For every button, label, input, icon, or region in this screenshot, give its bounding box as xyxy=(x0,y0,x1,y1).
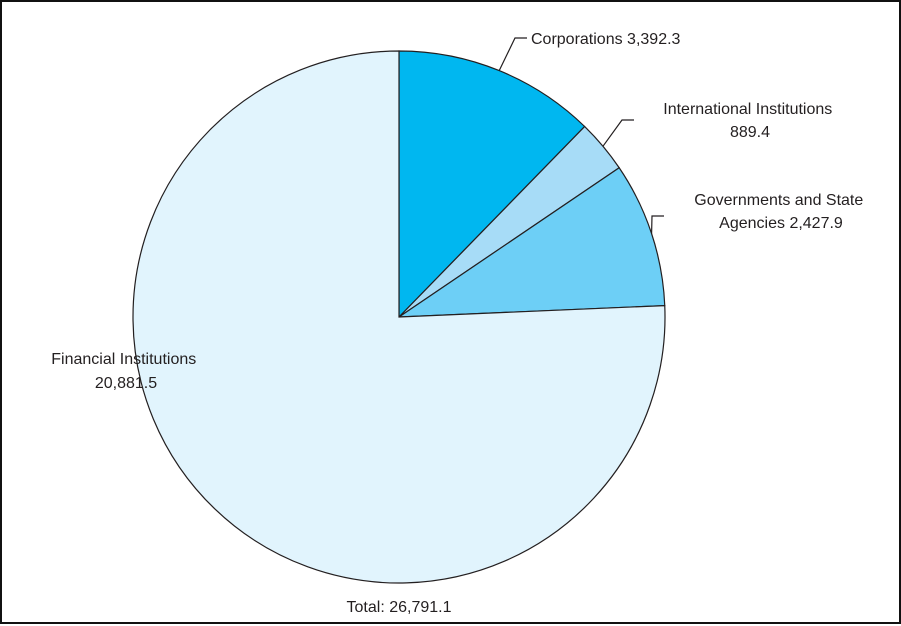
leader-line-governments-and-state-agencies xyxy=(651,215,664,234)
pie-slice-financial-institutions xyxy=(132,50,666,584)
slice-label-financial-institutions: Financial Institutions 20,881.5 xyxy=(51,351,200,392)
leader-lines xyxy=(498,37,664,234)
pie-slices xyxy=(132,50,666,584)
leader-line-corporations xyxy=(498,37,527,71)
slice-label-governments-and-state-agencies: Governments and State Agencies 2,427.9 xyxy=(694,192,867,232)
slice-label-international-institutions: International Institutions 889.4 xyxy=(663,101,836,141)
pie-slice-governments-and-state-agencies xyxy=(396,166,666,318)
slice-label-corporations: Corporations 3,392.3 xyxy=(531,31,681,48)
total-label: Total: 26,791.1 xyxy=(347,599,452,616)
leader-line-international-institutions xyxy=(602,119,634,147)
